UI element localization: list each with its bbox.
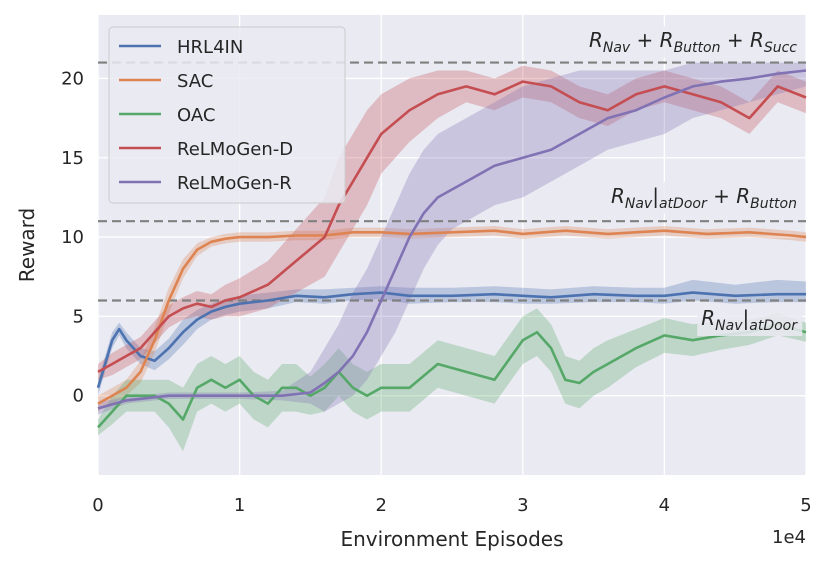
x-tick-label: 0 [92,495,103,516]
grid [97,15,807,475]
legend-label: OAC [177,105,215,126]
x-scale-label: 1e4 [772,527,806,548]
band-oac [98,308,806,452]
series-lines [96,69,807,429]
x-tick-label: 3 [517,495,528,516]
reference-label-text: RNav + RButton + RSucc [589,28,797,56]
x-tick-label: 4 [659,495,670,516]
legend: HRL4IN SAC OAC ReLMoGen-D ReLMoGen-R [108,26,346,204]
reference-annotations: RNav + RButton + RSucc RNav|atDoor + RBut… [584,26,803,336]
reference-label-2: RNav|atDoor [697,304,803,336]
legend-frame [108,26,346,204]
x-tick-label: 5 [800,495,811,516]
y-axis-label: Reward [15,208,39,282]
band-relmogen-r [98,62,806,415]
y-tick-label: 15 [61,148,84,169]
legend-label: ReLMoGen-R [177,173,292,194]
x-axis-label: Environment Episodes [340,527,563,551]
x-tick-label: 1 [234,495,245,516]
line-relmogen-d [97,80,807,374]
band-hrl4in [98,279,806,396]
y-tick-label: 20 [61,68,84,89]
x-tick-label: 2 [375,495,386,516]
line-hrl4in [96,291,806,389]
y-tick-label: 10 [61,227,84,248]
legend-label: HRL4IN [177,37,243,58]
y-tick-label: 0 [73,386,84,407]
x-tick-labels: 0 1 2 3 4 5 [92,495,811,516]
reference-label-0: RNav + RButton + RSucc [584,26,802,58]
y-tick-labels: 0 5 10 15 20 [61,68,84,406]
line-oac [97,322,807,429]
reference-label-text: RNav|atDoor + RButton [611,184,797,212]
reference-label-text: RNav|atDoor [701,306,798,334]
y-tick-label: 5 [73,306,84,327]
legend-label: SAC [177,71,213,92]
line-relmogen-r [97,69,807,410]
reference-label-1: RNav|atDoor + RButton [606,182,801,214]
legend-label: ReLMoGen-D [177,139,293,160]
